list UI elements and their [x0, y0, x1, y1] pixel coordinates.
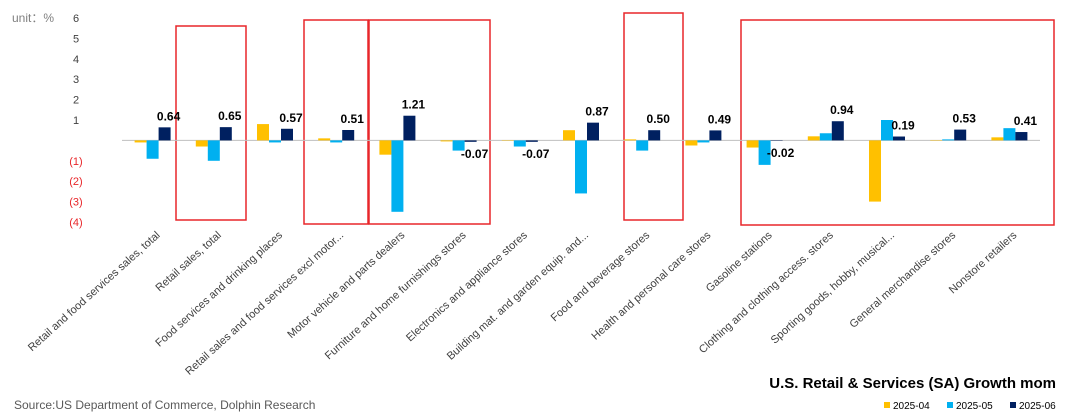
- bar: [525, 140, 538, 142]
- value-label: 0.49: [708, 112, 732, 126]
- value-label: 0.53: [953, 112, 977, 126]
- y-tick-label: (2): [69, 176, 82, 188]
- bar: [869, 140, 881, 202]
- bar: [697, 140, 710, 143]
- bar: [330, 140, 343, 143]
- value-label: 0.87: [585, 105, 609, 119]
- bar: [391, 140, 404, 212]
- legend-label: 2025-04: [893, 401, 930, 412]
- bar: [513, 140, 526, 147]
- bar: [195, 140, 208, 147]
- x-tick-label: Food and beverage stores: [549, 229, 653, 324]
- bar: [807, 136, 820, 141]
- x-tick-label: Sporting goods, hobby, musical...: [769, 229, 897, 346]
- bar: [893, 136, 905, 141]
- bar: [379, 140, 392, 155]
- bar: [563, 130, 575, 141]
- bar: [219, 127, 232, 141]
- bar: [636, 140, 649, 151]
- bar: [746, 140, 759, 148]
- source: Source:US Department of Commerce, Dolphi…: [14, 398, 315, 412]
- x-tick-label: Health and personal care stores: [589, 229, 713, 343]
- bar: [318, 138, 331, 141]
- y-tick-label: 2: [73, 95, 79, 107]
- bar: [954, 129, 967, 141]
- x-tick-label: Retail sales, total: [154, 229, 224, 294]
- bar: [685, 140, 698, 146]
- bar: [146, 140, 159, 159]
- value-label: 0.19: [891, 119, 915, 133]
- x-tick-label: Gasoline stations: [704, 229, 775, 295]
- x-tick-label: Motor vehicle and parts dealers: [285, 229, 407, 341]
- legend-swatch: [1010, 402, 1016, 408]
- value-label: 0.57: [279, 111, 303, 125]
- bar: [403, 115, 416, 141]
- bar: [440, 140, 453, 142]
- legend-swatch: [884, 402, 890, 408]
- bar: [134, 140, 147, 143]
- value-label: -0.07: [461, 147, 489, 161]
- highlight-box: [303, 19, 369, 225]
- x-tick-label: Retail and food services sales, total: [26, 229, 163, 354]
- value-label: -0.07: [522, 147, 550, 161]
- bar: [464, 140, 477, 142]
- value-label: 0.50: [647, 112, 671, 126]
- x-tick-label: Nonstore retailers: [947, 229, 1020, 296]
- bar: [281, 128, 293, 141]
- bar: [269, 140, 281, 143]
- y-tick-label: (4): [69, 217, 82, 229]
- highlight-box: [623, 12, 684, 221]
- value-label: 0.51: [341, 112, 365, 126]
- bar: [158, 127, 171, 141]
- bar: [342, 129, 355, 141]
- chart-title: U.S. Retail & Services (SA) Growth mom: [769, 375, 1056, 392]
- y-tick-label: 3: [73, 74, 79, 86]
- value-label: 0.41: [1014, 114, 1038, 128]
- bar: [942, 139, 955, 141]
- y-tick-label: 4: [73, 54, 79, 66]
- bar: [452, 140, 465, 151]
- bar: [648, 130, 661, 141]
- x-tick-label: Electronics and appliance stores: [404, 229, 530, 344]
- bar: [624, 139, 637, 141]
- y-tick-label: 1: [73, 115, 79, 127]
- bar: [587, 122, 599, 141]
- x-tick-label: Food services and drinking places: [153, 229, 285, 350]
- highlight-box: [740, 19, 1055, 226]
- value-label: 0.65: [218, 109, 242, 123]
- bar: [1015, 132, 1028, 141]
- legend-label: 2025-06: [1019, 401, 1056, 412]
- y-tick-label: (1): [69, 156, 82, 168]
- x-tick-label: General merchandise stores: [847, 229, 958, 331]
- highlight-box: [368, 19, 491, 225]
- bar: [207, 140, 220, 161]
- bar: [575, 140, 587, 194]
- x-tick-label: Clothing and clothing access. stores: [697, 229, 836, 356]
- value-label: 0.94: [830, 103, 854, 117]
- unit-label: unit：%: [12, 11, 54, 25]
- value-label: 1.21: [402, 98, 426, 112]
- value-label: 0.64: [157, 109, 181, 123]
- legend-swatch: [947, 402, 953, 408]
- bar: [1003, 128, 1016, 141]
- bar: [819, 133, 832, 141]
- bar: [758, 140, 771, 165]
- legend-label: 2025-05: [956, 401, 993, 412]
- bar: [881, 120, 893, 141]
- bar: [991, 137, 1004, 141]
- highlight-box: [175, 25, 247, 221]
- bar: [257, 124, 269, 141]
- bar: [831, 121, 844, 141]
- value-label: -0.02: [767, 146, 795, 160]
- y-tick-label: 5: [73, 33, 79, 45]
- y-tick-label: (3): [69, 197, 82, 209]
- y-tick-label: 6: [73, 13, 79, 25]
- bar: [709, 130, 722, 141]
